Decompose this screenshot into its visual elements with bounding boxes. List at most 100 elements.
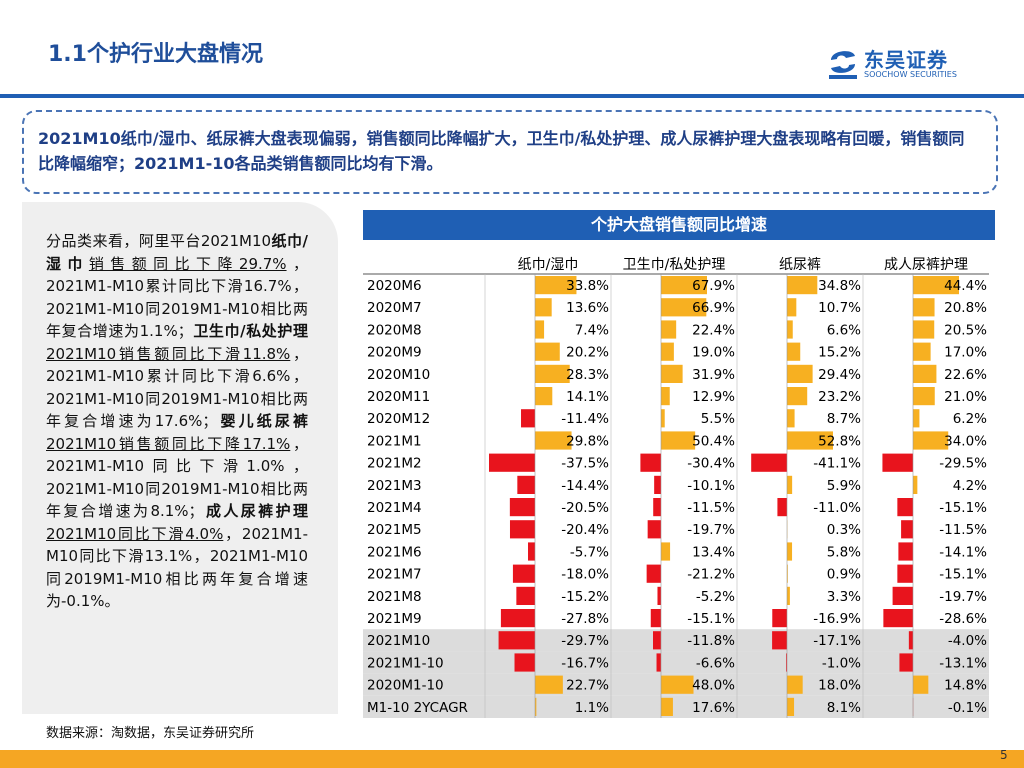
value-bar: [661, 387, 670, 406]
row-label: 2021M2: [367, 456, 422, 472]
value-label: 20.5%: [944, 322, 987, 338]
category-label: 成人尿裤护理: [203, 502, 308, 520]
value-bar: [787, 320, 793, 339]
value-label: -29.7%: [561, 633, 609, 649]
value-bar: [661, 675, 694, 694]
value-bar: [787, 475, 793, 494]
page-title: 1.1个护行业大盘情况: [48, 42, 263, 67]
value-bar: [535, 298, 552, 317]
value-bar: [647, 520, 661, 539]
value-label: 28.3%: [566, 367, 609, 383]
value-label: 22.4%: [692, 322, 735, 338]
value-label: 13.4%: [692, 544, 735, 560]
value-label: -15.1%: [687, 611, 735, 627]
value-bar: [653, 631, 661, 650]
value-label: -4.0%: [948, 633, 987, 649]
value-bar: [509, 498, 535, 517]
row-label: 2021M10: [367, 633, 430, 649]
value-label: 6.6%: [827, 322, 861, 338]
value-bar: [897, 564, 913, 583]
highlight-row-bg: [363, 651, 989, 674]
value-bar: [535, 320, 545, 339]
value-label: 52.8%: [818, 433, 861, 449]
value-bar: [901, 520, 913, 539]
row-label: 2021M7: [367, 567, 422, 583]
row-label: 2020M11: [367, 389, 430, 405]
value-bar: [908, 631, 913, 650]
value-bar: [772, 609, 787, 628]
row-label: 2021M8: [367, 589, 422, 605]
value-label: -11.0%: [813, 500, 861, 516]
logo-name-cn: 东吴证券: [864, 48, 948, 72]
value-bar: [787, 298, 797, 317]
row-label: 2020M8: [367, 322, 422, 338]
value-label: -1.0%: [822, 655, 861, 671]
value-bar: [913, 298, 935, 317]
header-divider: [0, 94, 1024, 98]
column-header: 成人尿裤护理: [884, 257, 968, 273]
value-bar: [899, 653, 913, 672]
value-label: -11.5%: [687, 500, 735, 516]
value-bar: [892, 586, 913, 605]
value-label: 48.0%: [692, 678, 735, 694]
value-label: -20.5%: [561, 500, 609, 516]
value-bar: [913, 675, 929, 694]
value-bar: [913, 364, 937, 383]
text-part: ，2021M1-M10累计同比下滑16.7%，2021M1-M10同2019M1…: [46, 254, 308, 341]
value-bar: [653, 498, 661, 517]
value-label: 14.8%: [944, 678, 987, 694]
row-label: M1-10 2YCAGR: [367, 700, 468, 716]
value-bar: [913, 320, 935, 339]
text-part: ，2021M1-M10累计同比下滑6.6%，2021M1-M10同2019M1-…: [46, 344, 308, 431]
value-label: 5.8%: [827, 544, 861, 560]
value-bar: [777, 498, 787, 517]
value-label: 21.0%: [944, 389, 987, 405]
value-bar: [535, 697, 537, 716]
highlight-row-bg: [363, 695, 989, 718]
value-bar: [787, 431, 833, 450]
row-label: 2020M1-10: [367, 678, 444, 694]
value-bar: [661, 342, 674, 361]
value-label: 17.6%: [692, 700, 735, 716]
row-label: 2020M7: [367, 300, 422, 316]
value-label: 17.0%: [944, 345, 987, 361]
value-label: -11.4%: [561, 411, 609, 427]
value-bar: [913, 409, 920, 428]
highlight-row-bg: [363, 629, 989, 652]
value-bar: [787, 276, 818, 295]
value-bar: [787, 342, 801, 361]
row-label: 2020M10: [367, 367, 430, 383]
value-label: 29.8%: [566, 433, 609, 449]
value-bar: [489, 453, 535, 472]
value-bar: [517, 475, 535, 494]
logo-mark-icon: [829, 51, 857, 79]
value-label: 14.1%: [566, 389, 609, 405]
value-bar: [913, 431, 949, 450]
value-bar: [657, 586, 661, 605]
summary-text: 2021M10纸巾/湿巾、纸尿裤大盘表现偏弱，销售额同比降幅扩大，卫生巾/私处护…: [38, 129, 965, 173]
text-part: ，2021M1-M10同比下滑1.0%，2021M1-M10同2019M1-M1…: [46, 434, 308, 521]
value-label: 15.2%: [818, 345, 861, 361]
value-bar: [521, 409, 535, 428]
category-label: 纸巾/湿巾: [46, 232, 308, 273]
row-label: 2020M6: [367, 278, 422, 294]
value-bar: [897, 498, 913, 517]
category-label: 婴儿纸尿裤: [217, 412, 308, 430]
value-label: -5.2%: [696, 589, 735, 605]
value-label: -14.1%: [939, 544, 987, 560]
value-label: 66.9%: [692, 300, 735, 316]
value-label: 67.9%: [692, 278, 735, 294]
summary-box: 2021M10纸巾/湿巾、纸尿裤大盘表现偏弱，销售额同比降幅扩大，卫生巾/私处护…: [22, 110, 998, 194]
value-label: -37.5%: [561, 456, 609, 472]
value-bar: [661, 298, 707, 317]
value-bar: [535, 431, 572, 450]
value-label: -29.5%: [939, 456, 987, 472]
column-header: 卫生巾/私处护理: [623, 257, 726, 273]
value-label: -6.6%: [696, 655, 735, 671]
company-logo: 东吴证券 SOOCHOW SECURITIES: [828, 44, 978, 84]
row-label: 2020M12: [367, 411, 430, 427]
value-bar: [751, 453, 787, 472]
value-label: -15.2%: [561, 589, 609, 605]
value-bar: [650, 609, 661, 628]
value-bar: [661, 697, 673, 716]
